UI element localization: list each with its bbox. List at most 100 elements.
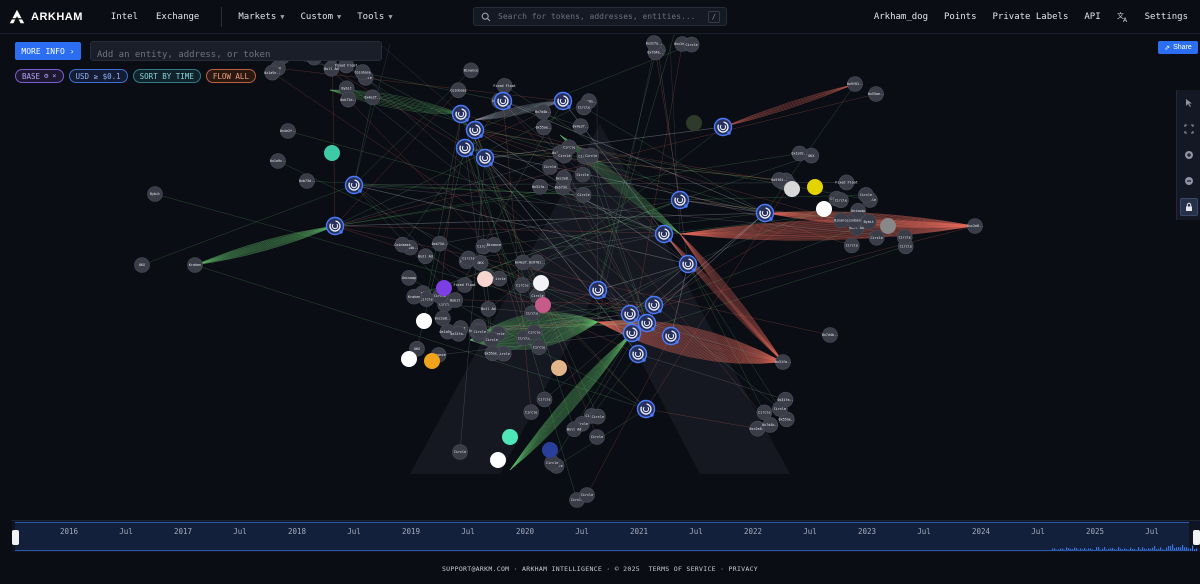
filter-usd-min[interactable]: USD ≥ $0.1 bbox=[68, 69, 128, 83]
brand[interactable]: ARKHAM bbox=[8, 8, 83, 26]
entity-node[interactable]: Circle bbox=[561, 139, 578, 156]
entity-node[interactable]: 0xb73d.. bbox=[299, 173, 315, 189]
entity-node[interactable]: Binance bbox=[463, 62, 479, 79]
entity-node[interactable]: 0x55ae.. bbox=[868, 86, 884, 102]
entity-node[interactable]: OKX bbox=[134, 257, 150, 273]
entity-logo-node[interactable] bbox=[502, 429, 518, 445]
entity-input[interactable] bbox=[91, 46, 381, 64]
entity-node[interactable]: Circle bbox=[858, 187, 874, 203]
nav-private-labels[interactable]: Private Labels bbox=[992, 12, 1069, 22]
nav-markets[interactable]: Markets ▼ bbox=[238, 12, 284, 22]
entity-node[interactable]: Bull Ad bbox=[417, 248, 434, 264]
footer-terms[interactable]: TERMS OF SERVICE bbox=[648, 565, 716, 573]
footer-privacy[interactable]: PRIVACY bbox=[728, 565, 759, 573]
entity-node[interactable]: Circle bbox=[471, 323, 488, 340]
nav-points[interactable]: Points bbox=[944, 12, 977, 22]
nav-custom[interactable]: Custom ▼ bbox=[301, 12, 342, 22]
entity-logo-node[interactable] bbox=[686, 115, 702, 131]
timeline-handle-end[interactable] bbox=[1193, 530, 1200, 545]
entity-logo-node[interactable] bbox=[551, 360, 567, 376]
lock-tool[interactable] bbox=[1180, 198, 1198, 216]
entity-node[interactable]: 0x31fa.. bbox=[646, 35, 662, 51]
entity-node[interactable]: Circle bbox=[544, 455, 560, 471]
entity-node[interactable]: Bull Ad bbox=[480, 301, 497, 317]
entity-node[interactable]: 0x1a9c.. bbox=[270, 153, 286, 169]
nav-api[interactable]: API bbox=[1084, 12, 1101, 22]
nav-tools[interactable]: Tools ▼ bbox=[357, 12, 392, 22]
circle-logo-icon[interactable] bbox=[622, 323, 642, 343]
pointer-tool[interactable] bbox=[1180, 94, 1198, 112]
entity-node[interactable]: Uniswap bbox=[401, 270, 417, 286]
entity-node[interactable]: Kraken bbox=[187, 257, 203, 273]
entity-logo-node[interactable] bbox=[535, 297, 551, 313]
close-icon[interactable]: × bbox=[52, 72, 57, 80]
circle-logo-icon[interactable] bbox=[588, 280, 608, 300]
circle-logo-icon[interactable] bbox=[678, 254, 698, 274]
entity-logo-node[interactable] bbox=[807, 179, 823, 195]
entity-logo-node[interactable] bbox=[401, 351, 417, 367]
circle-logo-icon[interactable] bbox=[661, 326, 681, 346]
entity-node[interactable]: Circle bbox=[495, 345, 512, 362]
circle-logo-icon[interactable] bbox=[325, 216, 345, 236]
graph-canvas[interactable]: Circle Circle Circle Circle Circle Circle Circ… bbox=[0, 34, 1200, 520]
entity-logo-node[interactable] bbox=[490, 452, 506, 468]
entity-logo-node[interactable] bbox=[477, 271, 493, 287]
entity-node[interactable]: 0xc2e8.. bbox=[967, 218, 983, 234]
entity-node[interactable]: Circle bbox=[583, 147, 599, 164]
nav-user[interactable]: Arkham_dog bbox=[873, 12, 928, 22]
entity-node[interactable]: 0xc2e8.. bbox=[435, 310, 451, 327]
nav-intel[interactable]: Intel bbox=[110, 11, 138, 22]
entity-node[interactable]: Uniswap bbox=[850, 203, 866, 219]
entity-node[interactable]: Kraken bbox=[406, 288, 422, 305]
entity-node[interactable]: 0x4e2f.. bbox=[280, 123, 296, 139]
circle-logo-icon[interactable] bbox=[455, 138, 475, 158]
entity-node[interactable]: 0x4e2f.. bbox=[573, 118, 589, 134]
entity-node[interactable]: Bybit bbox=[147, 186, 163, 202]
entity-logo-node[interactable] bbox=[533, 275, 549, 291]
entity-logo-node[interactable] bbox=[324, 145, 340, 161]
circle-logo-icon[interactable] bbox=[644, 295, 664, 315]
entity-node[interactable]: Binance bbox=[833, 212, 850, 229]
entity-node[interactable]: Circle bbox=[589, 429, 605, 445]
entity-node[interactable]: Coinbase bbox=[354, 64, 371, 80]
entity-node[interactable]: 0x31fa.. bbox=[532, 178, 548, 195]
entity-node[interactable]: Circle bbox=[542, 159, 558, 175]
entity-node[interactable]: Bull Ad bbox=[566, 421, 582, 438]
circle-logo-icon[interactable] bbox=[553, 91, 573, 111]
entity-node[interactable]: 0x1a9c.. bbox=[791, 145, 808, 162]
zoom-out-tool[interactable] bbox=[1180, 172, 1198, 190]
more-info-button[interactable]: MORE INFO › bbox=[15, 42, 81, 60]
settings-dot-icon[interactable]: ⚙ bbox=[44, 72, 49, 80]
nav-settings[interactable]: Settings bbox=[1144, 12, 1188, 22]
entity-node[interactable]: 0x7d4b.. bbox=[535, 104, 551, 120]
entity-node[interactable]: Coinbase bbox=[450, 82, 467, 99]
entity-logo-node[interactable] bbox=[424, 353, 440, 369]
entity-node[interactable]: Circle bbox=[523, 404, 539, 420]
nav-exchange[interactable]: Exchange bbox=[155, 11, 200, 22]
filter-chain-base[interactable]: BASE ⚙ × bbox=[15, 69, 64, 83]
entity-node[interactable]: Circle bbox=[896, 229, 913, 245]
filter-sort[interactable]: SORT BY TIME bbox=[132, 69, 201, 83]
entity-node[interactable]: 0x1a9c.. bbox=[264, 64, 281, 81]
entity-node[interactable]: 0x31fa.. bbox=[450, 326, 467, 342]
entity-node[interactable]: Bybit bbox=[447, 292, 464, 308]
search-input[interactable] bbox=[498, 12, 698, 21]
entity-node[interactable]: 0xb73d.. bbox=[432, 235, 448, 252]
entity-node[interactable]: 0x55ae.. bbox=[484, 345, 501, 362]
entity-node[interactable]: Circle bbox=[514, 277, 531, 293]
entity-node[interactable]: Circle bbox=[574, 166, 591, 183]
entity-node[interactable]: Circle bbox=[868, 229, 885, 246]
entity-node[interactable]: Circle bbox=[524, 305, 540, 322]
circle-logo-icon[interactable] bbox=[755, 203, 775, 223]
entity-logo-node[interactable] bbox=[416, 313, 432, 329]
entity-node[interactable]: 0x9f01.. bbox=[771, 172, 788, 188]
entity-node[interactable]: Circle bbox=[531, 339, 547, 356]
entity-node[interactable]: Circle bbox=[833, 192, 849, 209]
entity-node[interactable]: Binance bbox=[486, 237, 502, 253]
entity-logo-node[interactable] bbox=[542, 442, 558, 458]
circle-logo-icon[interactable] bbox=[475, 148, 495, 168]
entity-node[interactable]: Circle bbox=[843, 237, 860, 254]
timeline-handle-start[interactable] bbox=[12, 530, 19, 545]
footer-support[interactable]: SUPPORT@ARKM.COM bbox=[441, 565, 510, 573]
entity-logo-node[interactable] bbox=[816, 201, 832, 217]
